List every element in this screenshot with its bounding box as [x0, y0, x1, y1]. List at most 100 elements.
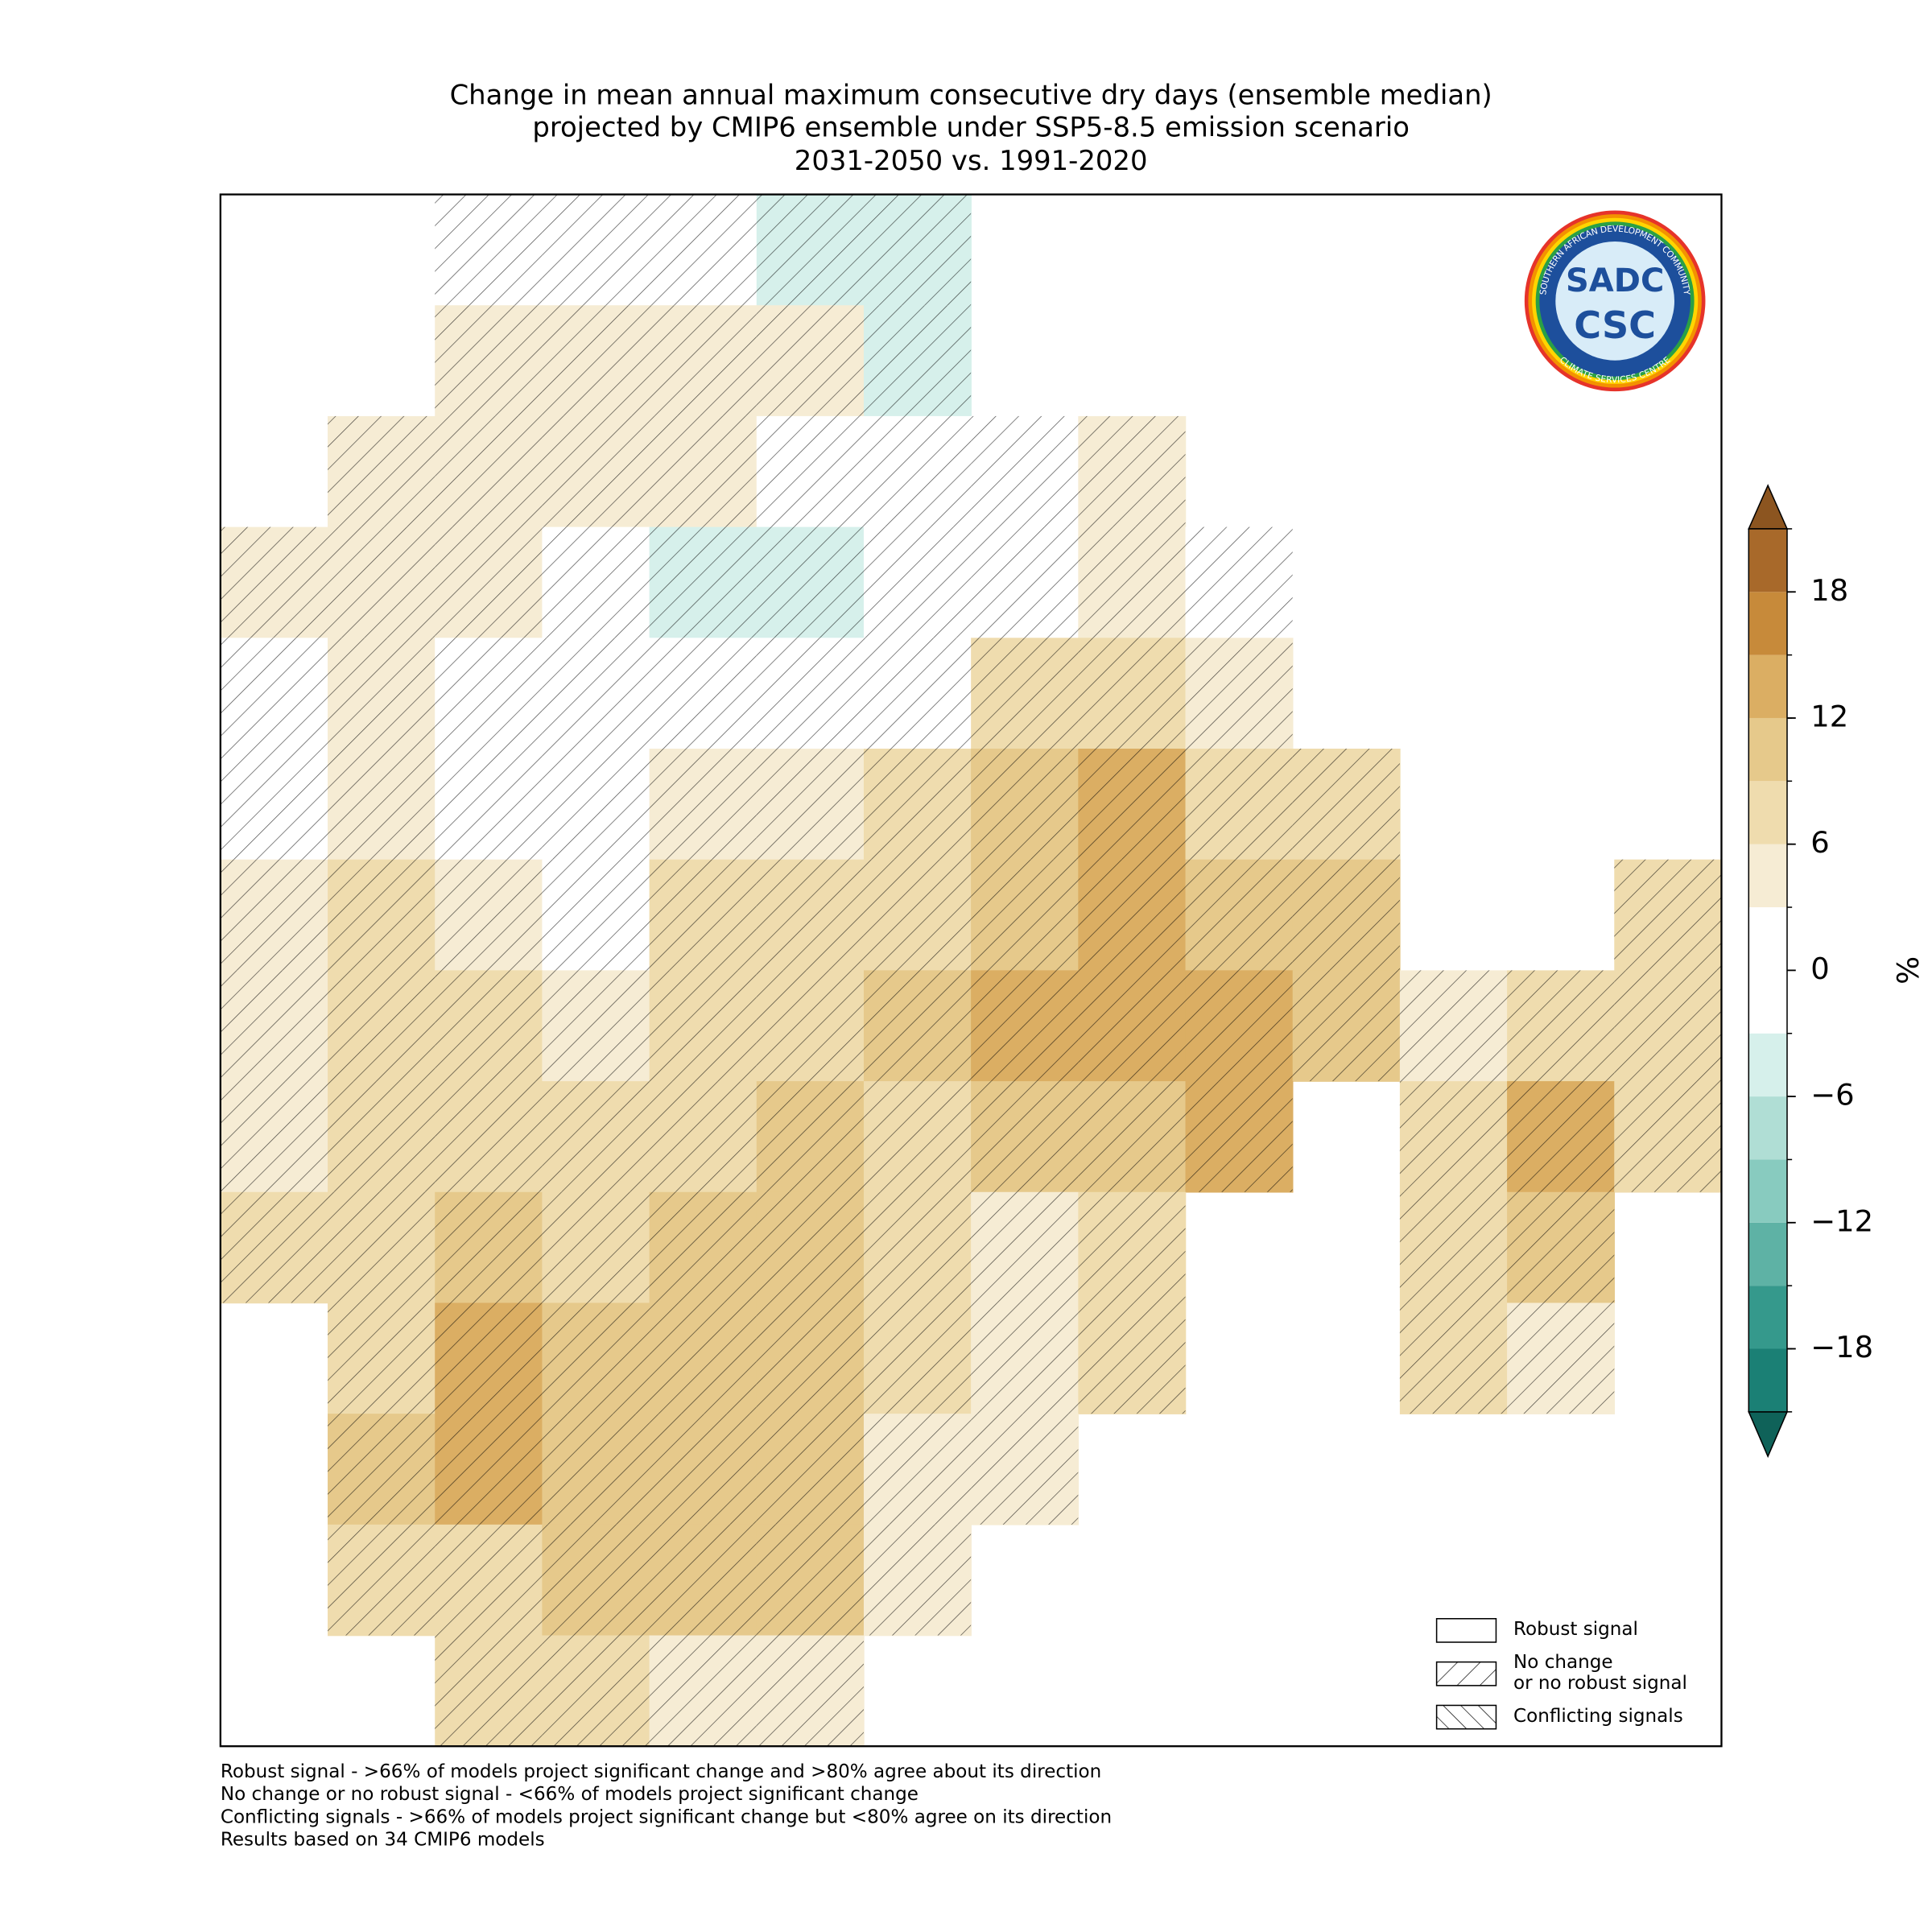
hatch — [649, 194, 757, 306]
hatch — [756, 1635, 864, 1747]
hatch — [971, 526, 1079, 638]
hatch — [220, 749, 328, 860]
hatch — [1292, 749, 1400, 860]
hatch — [756, 859, 864, 971]
hatch — [542, 970, 650, 1082]
colorbar-tick-label: 12 — [1810, 699, 1848, 733]
hatch — [1507, 1302, 1615, 1414]
hatch — [649, 305, 757, 416]
hatch — [756, 1081, 864, 1192]
hatch — [1292, 970, 1400, 1082]
hatch — [1614, 970, 1722, 1082]
map-frame — [219, 193, 1723, 1748]
colorbar-band — [1748, 1033, 1787, 1097]
hatch — [542, 749, 650, 860]
hatch — [435, 859, 543, 971]
hatch — [542, 1081, 650, 1192]
hatch — [971, 859, 1079, 971]
hatch — [756, 1524, 864, 1636]
hatch — [542, 638, 650, 749]
hatch — [435, 305, 543, 416]
hatch — [542, 1524, 650, 1636]
hatch — [756, 638, 864, 749]
legend-swatch — [1435, 1661, 1497, 1686]
hatch — [1185, 1081, 1293, 1192]
hatch — [971, 415, 1079, 527]
colorbar-band — [1748, 528, 1787, 592]
hatch — [756, 415, 864, 527]
hatch — [542, 1414, 650, 1525]
hatch — [863, 1414, 972, 1525]
hatch — [435, 1191, 543, 1303]
hatch — [542, 526, 650, 638]
hatch — [435, 1635, 543, 1747]
hatch — [1078, 859, 1186, 971]
colorbar: −18 −12 −6 0 6 12 18% — [1748, 484, 1926, 1459]
colorbar-band — [1748, 1286, 1787, 1349]
hatch — [220, 638, 328, 749]
colorbar-band — [1748, 907, 1787, 1034]
title-line: projected by CMIP6 ensemble under SSP5-8… — [532, 111, 1410, 142]
hatch — [220, 1081, 328, 1192]
hatch — [1078, 638, 1186, 749]
hatch — [649, 970, 757, 1082]
hatch — [1507, 970, 1615, 1082]
hatch — [756, 194, 864, 306]
title: Change in mean annual maximum consecutiv… — [450, 79, 1492, 176]
hatch — [1185, 749, 1293, 860]
colorbar-band — [1748, 717, 1787, 782]
legend-label: No change — [1513, 1652, 1613, 1673]
title-line: Change in mean annual maximum consecutiv… — [450, 79, 1492, 110]
hatch — [328, 526, 436, 638]
hatch — [220, 1191, 328, 1303]
hatch — [863, 1524, 972, 1636]
hatch — [863, 749, 972, 860]
hatch — [649, 859, 757, 971]
hatch — [649, 1414, 757, 1525]
hatch — [328, 1191, 436, 1303]
hatch — [1399, 1191, 1508, 1303]
hatch — [328, 970, 436, 1082]
colorbar-band — [1748, 592, 1787, 655]
hatch — [756, 970, 864, 1082]
colorbar-band — [1748, 1159, 1787, 1223]
colorbar-tick-label: −6 — [1810, 1078, 1854, 1113]
notes: Robust signal - >66% of models project s… — [221, 1761, 1112, 1850]
note: Results based on 34 CMIP6 models — [221, 1830, 545, 1851]
hatch — [435, 970, 543, 1082]
colorbar-band — [1748, 781, 1787, 844]
hatch — [1399, 970, 1508, 1082]
hatch — [1399, 1081, 1508, 1192]
legend-swatch — [1435, 1704, 1497, 1730]
hatch — [328, 1302, 436, 1414]
hatch — [756, 1414, 864, 1525]
note: Conflicting signals - >66% of models pro… — [221, 1806, 1112, 1827]
colorbar-tick-label: 18 — [1810, 573, 1848, 608]
hatch — [756, 526, 864, 638]
hatch — [756, 1302, 864, 1414]
hatch — [435, 194, 543, 306]
hatch — [756, 1191, 864, 1303]
hatch — [542, 415, 650, 527]
hatch — [542, 1302, 650, 1414]
hatch — [435, 638, 543, 749]
hatch — [435, 415, 543, 527]
legend-label: Robust signal — [1513, 1619, 1638, 1640]
hatch — [542, 1191, 650, 1303]
note: No change or no robust signal - <66% of … — [221, 1784, 919, 1805]
hatch — [971, 749, 1079, 860]
hatch — [1292, 859, 1400, 971]
logo-bottom: CSC — [1574, 303, 1656, 347]
colorbar-tick-label: 0 — [1810, 952, 1829, 986]
colorbar-extend-max — [1748, 484, 1789, 530]
hatch — [863, 970, 972, 1082]
hatch — [971, 638, 1079, 749]
colorbar-extend-min — [1748, 1411, 1789, 1459]
hatch — [649, 638, 757, 749]
hatch — [1399, 1302, 1508, 1414]
hatch — [220, 970, 328, 1082]
legend-label: Conflicting signals — [1513, 1706, 1683, 1727]
hatch — [863, 1302, 972, 1414]
logo: SOUTHERN AFRICAN DEVELOPMENT COMMUNITY C… — [1524, 210, 1706, 392]
